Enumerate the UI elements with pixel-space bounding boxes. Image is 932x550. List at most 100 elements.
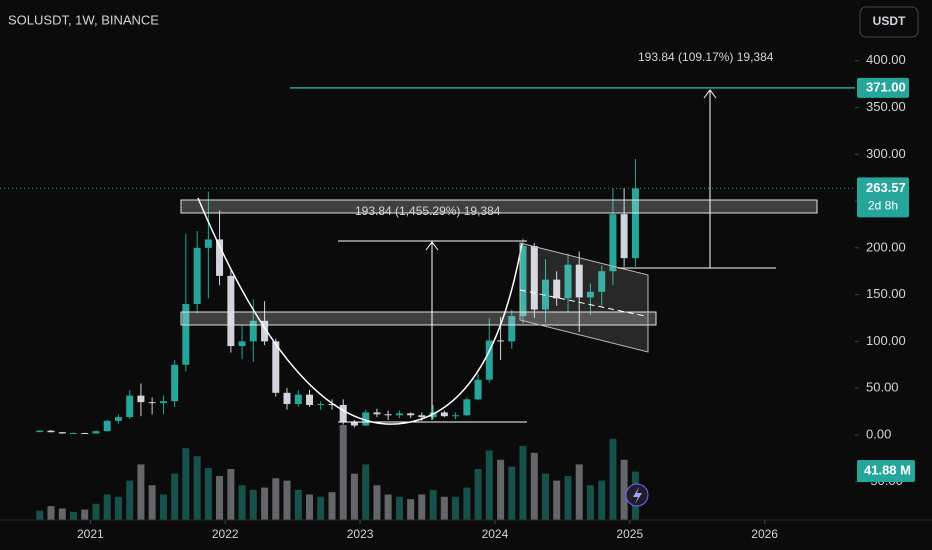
candle-body bbox=[530, 245, 538, 310]
volume-bar bbox=[362, 464, 370, 520]
candle-body bbox=[81, 433, 89, 435]
target-label: 371.00 bbox=[866, 79, 906, 94]
volume-bar bbox=[598, 480, 606, 520]
volume-bar bbox=[204, 467, 212, 520]
arrow-head bbox=[425, 241, 439, 251]
candle-body bbox=[407, 413, 415, 416]
candle-body bbox=[328, 404, 336, 406]
chart-title: SOLUSDT, 1W, BINANCE bbox=[8, 12, 159, 27]
volume-bar bbox=[182, 448, 190, 520]
lightning-bolt[interactable] bbox=[633, 487, 642, 504]
drawings bbox=[180, 89, 818, 425]
volume-bar bbox=[553, 480, 561, 520]
currency-button[interactable] bbox=[859, 6, 919, 38]
volume-bar bbox=[114, 496, 122, 520]
volume-bar bbox=[474, 469, 482, 520]
candle-body bbox=[36, 430, 44, 433]
volume-bar bbox=[238, 485, 246, 520]
volume-bar bbox=[407, 499, 415, 520]
candle-body bbox=[362, 412, 370, 426]
y-tick-label: 300.00 bbox=[866, 146, 906, 161]
volume-bar bbox=[216, 475, 224, 520]
candle-body bbox=[171, 364, 179, 402]
y-tick-label: 400.00 bbox=[866, 52, 906, 67]
candle-body bbox=[384, 414, 392, 416]
volume-bar bbox=[519, 445, 527, 520]
volume-bar bbox=[249, 489, 257, 520]
volume-bar bbox=[339, 425, 347, 520]
candle-body bbox=[519, 245, 527, 317]
x-tick-label: 2024 bbox=[482, 527, 509, 541]
candle-body bbox=[92, 431, 100, 434]
volume-bar bbox=[103, 494, 111, 520]
x-tick-label: 2022 bbox=[212, 527, 239, 541]
volume-bar bbox=[497, 459, 505, 520]
volume-bar bbox=[126, 480, 134, 520]
candle-body bbox=[126, 395, 134, 418]
y-tick-label: 100.00 bbox=[866, 333, 906, 348]
candle-body bbox=[294, 394, 302, 405]
candle-body bbox=[474, 379, 482, 400]
candle-body bbox=[339, 404, 347, 423]
volume-bar bbox=[564, 475, 572, 520]
y-tick-label: 0.00 bbox=[866, 426, 891, 441]
candle-body bbox=[283, 392, 291, 405]
candle-body bbox=[114, 417, 122, 421]
volume-bar bbox=[395, 496, 403, 520]
volume-bar bbox=[620, 459, 628, 520]
volume-bar bbox=[193, 456, 201, 520]
currency-label[interactable]: USDT bbox=[873, 14, 906, 28]
candle-body bbox=[575, 264, 583, 298]
volume-bar bbox=[440, 496, 448, 520]
candle-body bbox=[598, 271, 606, 292]
annotation: 193.84 (1,455.29%) 19,384 bbox=[355, 204, 501, 218]
volume-bar bbox=[542, 473, 550, 520]
volume-bar bbox=[261, 487, 269, 520]
x-tick-label: 2021 bbox=[77, 527, 104, 541]
volume-bar bbox=[305, 494, 313, 520]
volume-bar bbox=[92, 503, 100, 520]
candle-body bbox=[69, 433, 77, 435]
volume-bar bbox=[159, 494, 167, 520]
candle-body bbox=[47, 430, 55, 433]
x-tick-label: 2025 bbox=[616, 527, 643, 541]
x-tick-label: 2026 bbox=[751, 527, 778, 541]
volume-bar bbox=[418, 494, 426, 520]
volume-bar bbox=[171, 473, 179, 520]
volume-bar bbox=[148, 485, 156, 520]
candle-body bbox=[227, 275, 235, 347]
volume-bar bbox=[575, 464, 583, 520]
volume-badge bbox=[857, 460, 915, 482]
candle-body bbox=[418, 415, 426, 418]
volume-bar bbox=[36, 510, 44, 520]
volume-bar bbox=[272, 478, 280, 520]
candle-body bbox=[508, 316, 516, 342]
candle-body bbox=[553, 279, 561, 299]
resistance-zone bbox=[180, 199, 818, 214]
volume-bar bbox=[283, 480, 291, 520]
candle-body bbox=[564, 264, 572, 299]
volume-bar bbox=[294, 489, 302, 520]
candle-body bbox=[463, 399, 471, 416]
candle-body bbox=[373, 412, 381, 415]
volume-bar bbox=[429, 489, 437, 520]
flag-channel bbox=[519, 242, 649, 353]
candle-body bbox=[485, 340, 493, 380]
volume-bar bbox=[350, 473, 358, 520]
volume-bar bbox=[81, 509, 89, 520]
candle-body bbox=[395, 413, 403, 416]
volume-bar bbox=[586, 485, 594, 520]
volume-bar bbox=[137, 464, 145, 520]
support-zone bbox=[180, 311, 657, 326]
volume-bar bbox=[69, 511, 77, 520]
candle-body bbox=[272, 341, 280, 393]
candle-body bbox=[103, 420, 111, 432]
volume-bar bbox=[452, 496, 460, 520]
candle-body bbox=[609, 214, 617, 272]
channel-midline bbox=[519, 289, 646, 317]
volume-bar bbox=[373, 485, 381, 520]
volume-bar bbox=[485, 450, 493, 520]
